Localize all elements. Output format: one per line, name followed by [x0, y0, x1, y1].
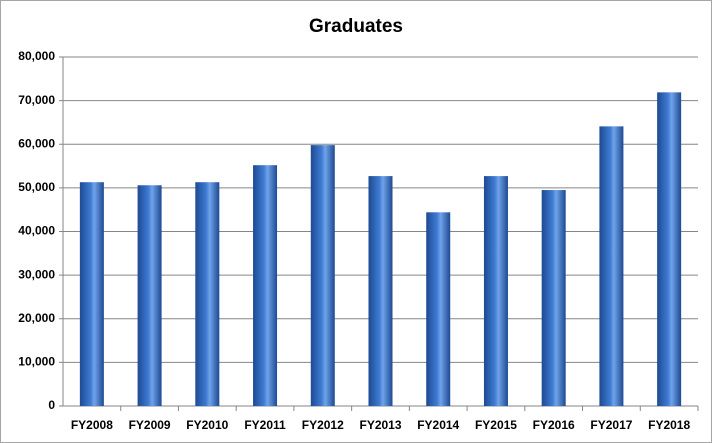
y-tick-label: 20,000 — [18, 311, 55, 325]
x-tick-label: FY2008 — [71, 418, 113, 432]
y-tick-label: 50,000 — [18, 180, 55, 194]
bar — [599, 126, 624, 407]
y-tick-label: 10,000 — [18, 355, 55, 369]
y-tick-label: 40,000 — [18, 224, 55, 238]
bar — [657, 92, 682, 407]
x-tick-label: FY2013 — [359, 418, 401, 432]
bar — [79, 182, 104, 406]
x-tick-label: FY2010 — [186, 418, 228, 432]
bar — [310, 145, 335, 406]
x-tick-label: FY2018 — [648, 418, 690, 432]
bar — [195, 182, 220, 406]
bar — [137, 185, 162, 406]
bar — [541, 190, 566, 406]
x-tick-label: FY2015 — [475, 418, 517, 432]
bar — [368, 176, 393, 406]
x-tick-label: FY2017 — [590, 418, 632, 432]
x-tick-label: FY2011 — [244, 418, 286, 432]
y-tick-label: 60,000 — [18, 136, 55, 150]
bar — [253, 165, 278, 406]
y-tick-label: 30,000 — [18, 267, 55, 281]
bar — [426, 212, 451, 406]
chart-title: Graduates — [309, 16, 403, 37]
x-tick-label: FY2014 — [417, 418, 459, 432]
x-tick-label: FY2016 — [533, 418, 575, 432]
y-tick-label: 0 — [48, 398, 55, 412]
y-tick-label: 80,000 — [18, 49, 55, 63]
bar — [483, 176, 508, 406]
x-tick-label: FY2012 — [302, 418, 344, 432]
x-tick-label: FY2009 — [129, 418, 171, 432]
y-tick-label: 70,000 — [18, 93, 55, 107]
